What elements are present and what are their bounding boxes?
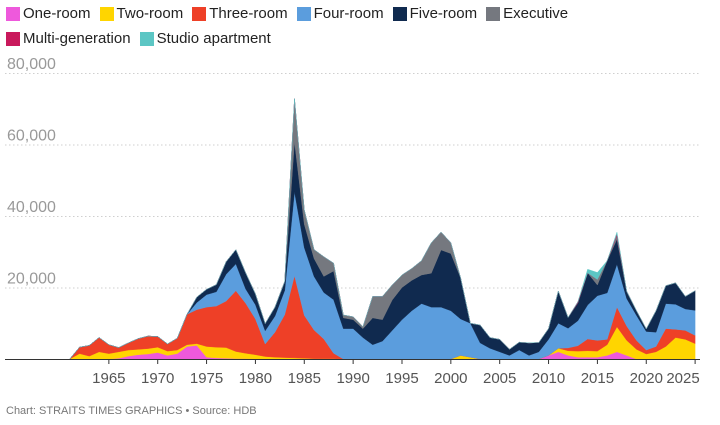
legend-swatch [192,6,207,21]
legend-label: Multi-generation [23,30,131,47]
y-tick-label: 80,000 [7,56,56,73]
grid-lines [5,73,700,289]
legend-swatch [99,6,114,21]
legend-label: Four-room [313,5,384,22]
legend-item-multi-generation: Multi-generation [6,28,131,49]
area-studio-apartment [69,98,696,360]
legend-item-one-room: One-room [6,3,91,24]
legend-swatch [486,6,501,21]
x-tick-label: 1990 [336,370,369,387]
x-tick-label: 2005 [483,370,516,387]
x-tick-label: 1965 [92,370,125,387]
legend-swatch [139,31,154,46]
x-tick-label: 1970 [141,370,174,387]
legend-label: Executive [503,5,569,22]
legend-label: Three-room [209,5,288,22]
legend-label: Two-room [116,5,184,22]
x-tick-label: 1975 [190,370,223,387]
legend-label: Five-room [409,5,478,22]
series-areas [69,98,696,360]
y-tick-label: 20,000 [7,271,56,288]
y-tick-label: 40,000 [7,199,56,216]
legend-swatch [6,31,20,46]
x-tick-label: 1980 [239,370,272,387]
legend-swatch [392,6,407,21]
x-axis [5,359,700,364]
y-tick-label: 60,000 [7,128,56,145]
x-tick-label: 1995 [385,370,418,387]
legend-label: One-room [23,5,91,22]
legend-swatch [6,6,20,21]
x-tick-label: 2020 [630,370,663,387]
legend-item-four-room: Four-room [296,3,384,24]
x-tick-label: 2000 [434,370,467,387]
x-tick-labels: 1965 1970 1975 1980 1985 1990 1995 2000 2005 2010… [92,370,700,387]
x-tick-label: 2025 [666,370,699,387]
x-tick-label: 2010 [532,370,565,387]
chart-credit: Chart: STRAITS TIMES GRAPHICS • Source: … [6,405,257,417]
legend-swatch [296,6,311,21]
y-tick-labels: 20,000 40,000 60,000 80,000 [7,56,56,288]
chart-legend: One-room Two-room Three-room Four-room Five-… [6,3,706,49]
legend-item-studio-apartment: Studio apartment [139,28,271,49]
legend-item-two-room: Two-room [99,3,184,24]
legend-item-three-room: Three-room [192,3,288,24]
legend-label: Studio apartment [156,30,271,47]
stacked-area-chart: 20,000 40,000 60,000 80,000 1965 1970 1975 198… [5,56,700,387]
legend-item-executive: Executive [486,3,568,24]
x-tick-label: 2015 [581,370,614,387]
x-tick-label: 1985 [288,370,321,387]
legend-item-five-room: Five-room [392,3,478,24]
